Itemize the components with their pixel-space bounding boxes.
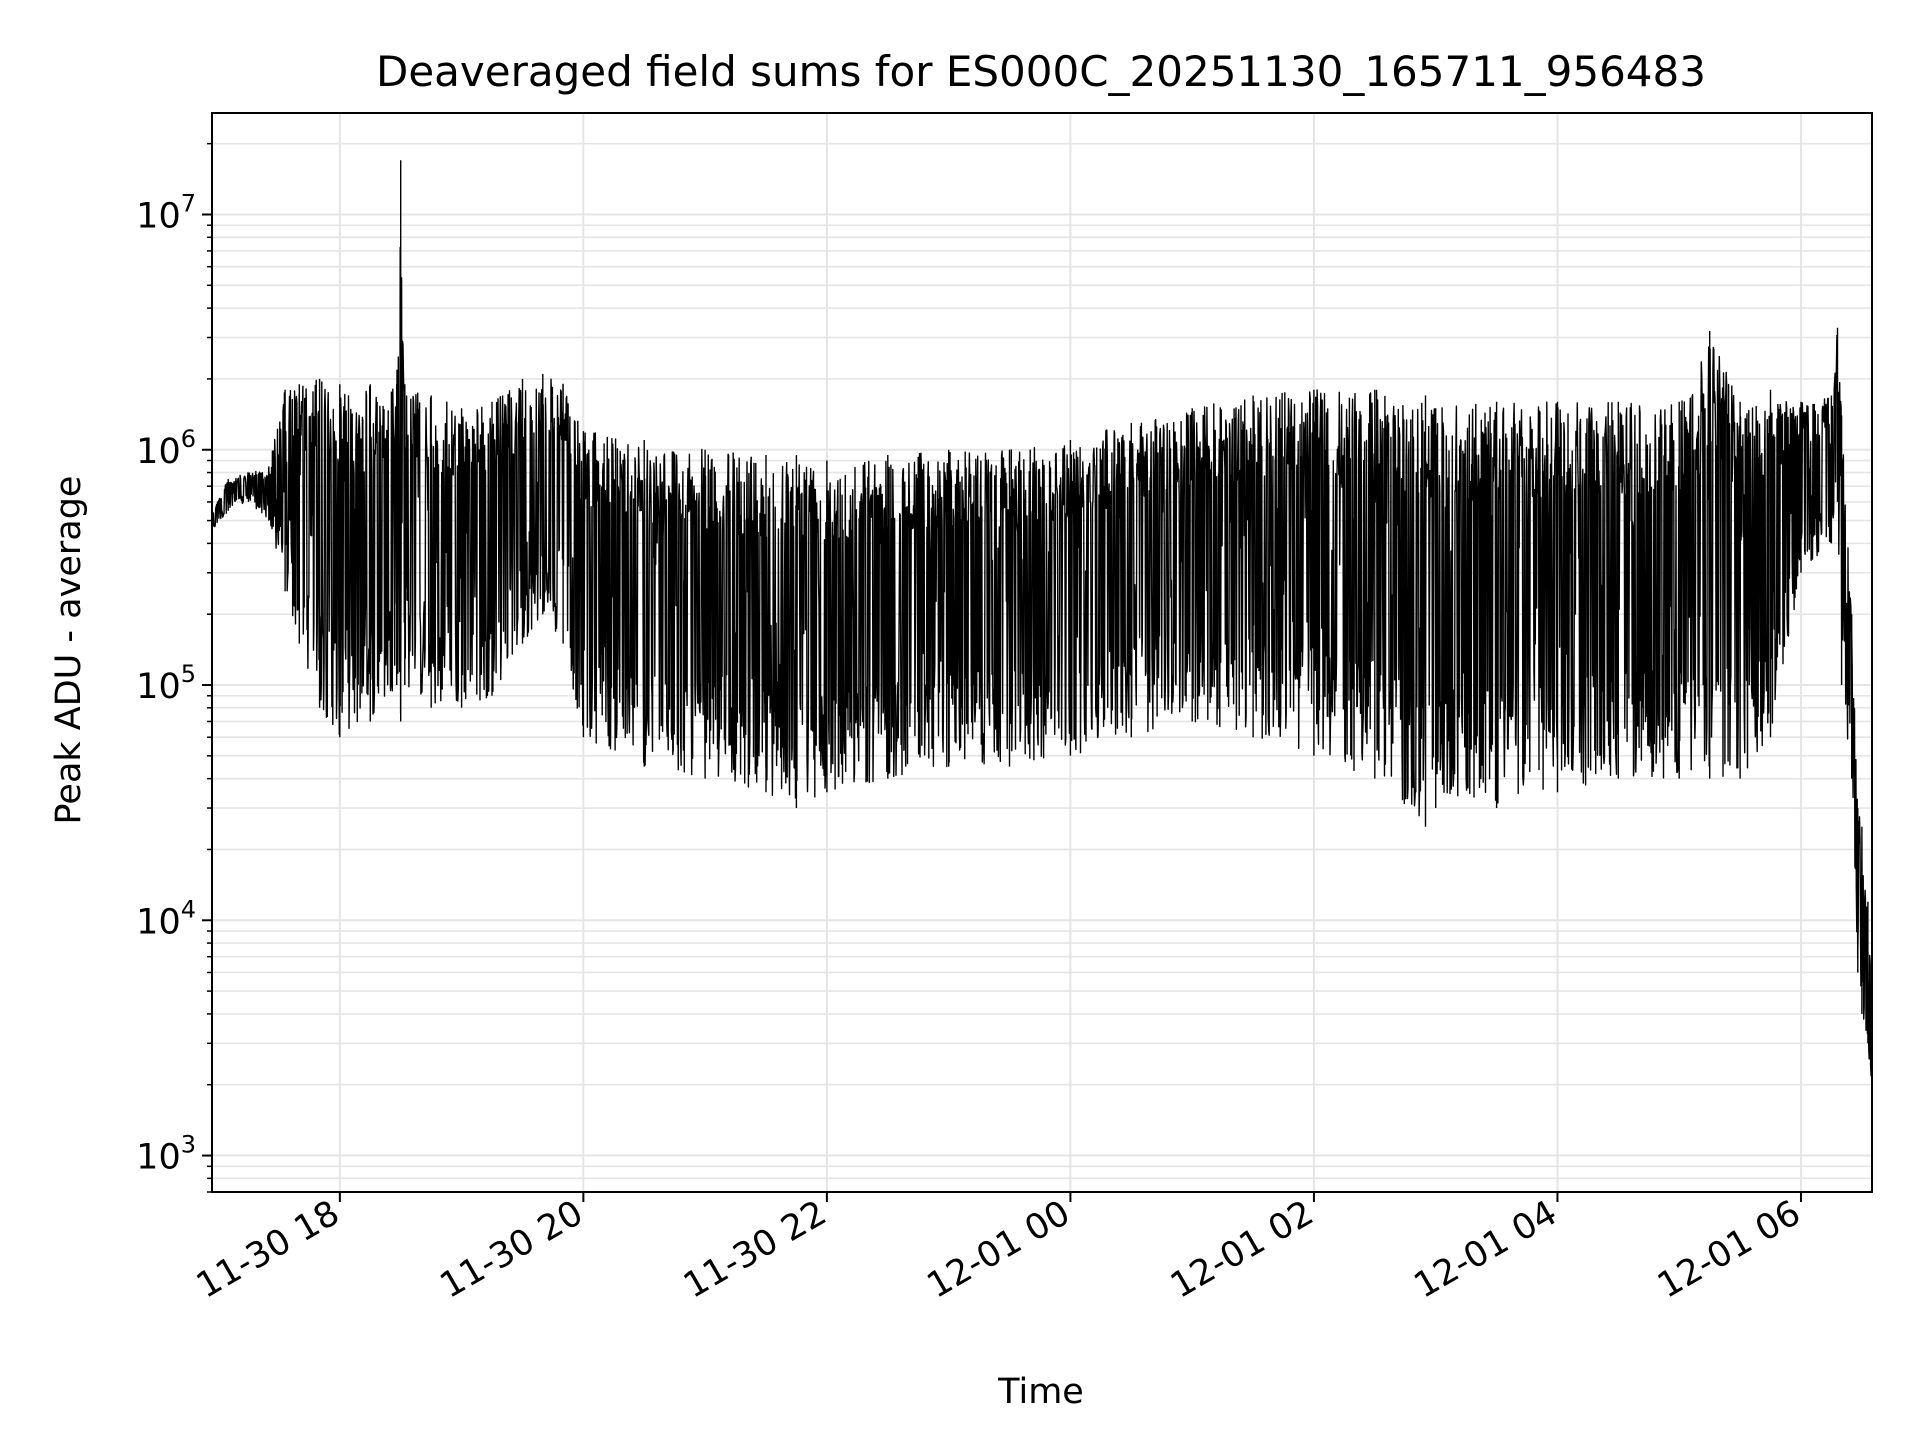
series-line [211, 160, 1873, 1115]
y-tick-label: 103 [136, 1131, 196, 1178]
y-axis-label: Peak ADU - average [49, 476, 89, 825]
y-tick-label: 107 [136, 189, 196, 236]
chart-title: Deaveraged field sums for ES000C_2025113… [376, 47, 1706, 96]
series-peak-adu [211, 160, 1873, 1115]
y-tick-label: 105 [136, 660, 196, 707]
x-axis-label: Time [997, 1372, 1084, 1412]
y-tick-label: 104 [136, 895, 196, 942]
y-tick-label: 106 [136, 425, 196, 472]
plot-frame [211, 112, 1873, 1193]
